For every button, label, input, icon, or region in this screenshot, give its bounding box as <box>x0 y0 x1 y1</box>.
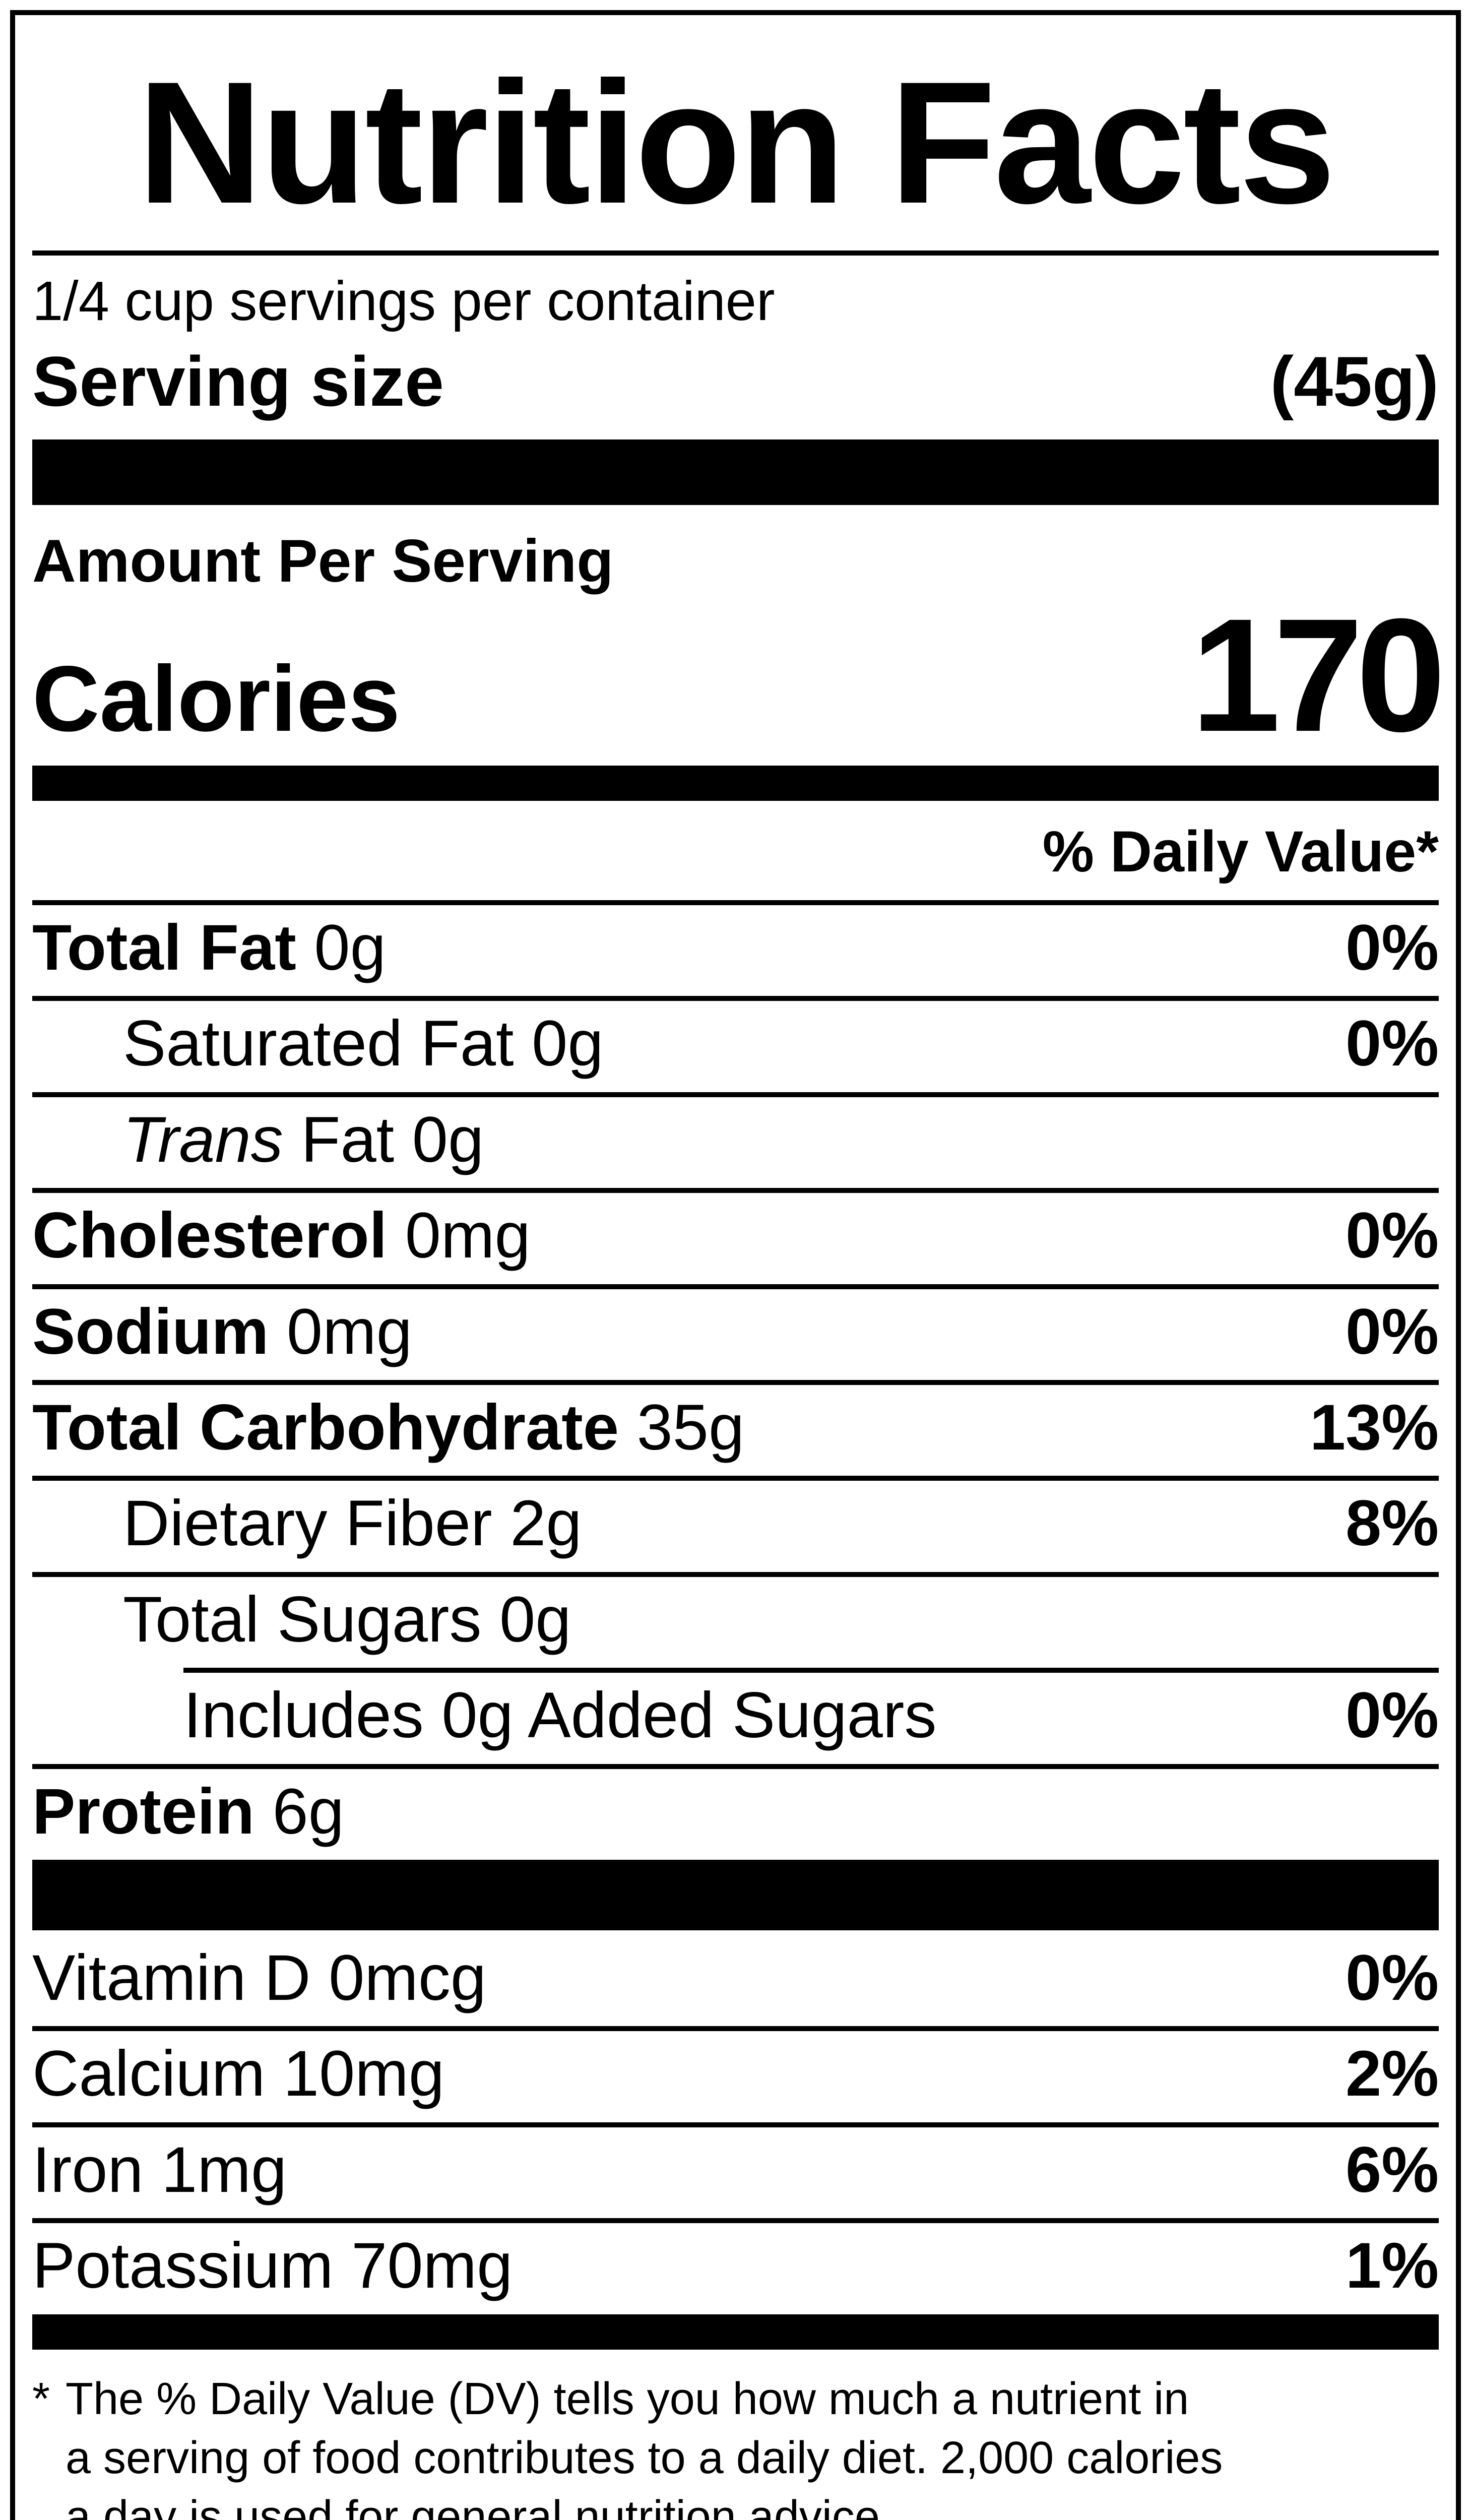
nutrient-name: Total Fat 0g <box>32 914 386 982</box>
nutrient-row-dietary-fiber-2g: Dietary Fiber 2g 8% <box>32 1476 1439 1571</box>
footnote-asterisk: * <box>32 2373 50 2424</box>
nutrient-daily-value: 6% <box>1346 2133 1439 2206</box>
nutrient-name-segment: 0g <box>296 912 386 984</box>
nutrient-row-saturated-fat-0g: Saturated Fat 0g 0% <box>32 996 1439 1092</box>
nutrient-rows: Total Fat 0g 0% Saturated Fat 0g 0% Trans Fa… <box>32 900 1439 1860</box>
nutrient-name: Total Sugars 0g <box>32 1586 571 1654</box>
nutrient-row-total-carbohydrate-35g: Total Carbohydrate 35g 13% <box>32 1380 1439 1476</box>
nutrient-name-segment: Saturated Fat 0g <box>123 1007 604 1080</box>
nutrient-name-segment: Total Carbohydrate <box>32 1392 619 1464</box>
nutrient-row-iron-1mg: Iron 1mg 6% <box>32 2122 1439 2218</box>
serving-size-label: Serving size <box>32 342 444 421</box>
nutrient-name-segment: Cholesterol <box>32 1200 388 1272</box>
nutrient-row-trans-fat-0g: Trans Fat 0g <box>32 1092 1439 1188</box>
footnote-line: The % Daily Value (DV) tells you how muc… <box>66 2373 1189 2424</box>
nutrient-name: Total Carbohydrate 35g <box>32 1394 744 1462</box>
nutrient-name-segment: Vitamin D 0mcg <box>32 1942 487 2014</box>
nutrient-name: Saturated Fat 0g <box>32 1010 604 1078</box>
serving-size-row: Serving size (45g) <box>32 341 1439 422</box>
footnote-line: a day is used for general nutrition advi… <box>66 2491 892 2520</box>
nutrient-row-includes-0g-added-sugars: Includes 0g Added Sugars 0% <box>32 1668 1439 1763</box>
nutrient-name-segment: Dietary Fiber 2g <box>123 1487 582 1560</box>
nutrient-name-segment: 0mg <box>387 1200 531 1272</box>
nutrient-daily-value: 8% <box>1346 1487 1439 1560</box>
nutrient-name-segment: Total Sugars 0g <box>123 1583 571 1656</box>
nutrient-name: Potassium 70mg <box>32 2232 513 2300</box>
nutrient-name-segment: Total Fat <box>32 912 296 984</box>
nutrient-name: Includes 0g Added Sugars <box>32 1682 936 1749</box>
nutrient-row-protein-6g: Protein 6g <box>32 1763 1439 1860</box>
thick-divider-bar <box>32 1860 1439 1930</box>
nutrient-daily-value: 1% <box>1346 2230 1439 2302</box>
daily-value-header: % Daily Value* <box>1042 820 1439 885</box>
nutrient-name-segment: Calcium 10mg <box>32 2038 445 2110</box>
title-divider <box>32 250 1439 256</box>
footnote-line: a serving of food contributes to a daily… <box>66 2432 1223 2483</box>
nutrient-name: Protein 6g <box>32 1778 344 1846</box>
nutrient-name: Calcium 10mg <box>32 2040 444 2108</box>
nutrient-row-cholesterol-0mg: Cholesterol 0mg 0% <box>32 1188 1439 1284</box>
footnote-text: The % Daily Value (DV) tells you how muc… <box>66 2370 1223 2520</box>
label-title: Nutrition Facts <box>137 46 1335 240</box>
nutrient-row-potassium-70mg: Potassium 70mg 1% <box>32 2218 1439 2314</box>
nutrient-name-segment: Fat 0g <box>283 1103 484 1176</box>
servings-per-container-text: 1/4 cup servings per container <box>32 270 775 333</box>
nutrient-name-segment: Potassium 70mg <box>32 2230 513 2302</box>
nutrient-name-segment: Iron 1mg <box>32 2133 287 2206</box>
nutrient-name: Sodium 0mg <box>32 1298 412 1366</box>
nutrient-row-vitamin-d-0mcg: Vitamin D 0mcg 0% <box>32 1930 1439 2026</box>
nutrient-name: Vitamin D 0mcg <box>32 1944 486 2012</box>
nutrient-name-segment: 6g <box>254 1775 344 1848</box>
nutrient-name: Dietary Fiber 2g <box>32 1490 582 1557</box>
medium-divider-bar <box>32 2314 1439 2350</box>
nutrient-daily-value: 0% <box>1346 1295 1439 1368</box>
nutrient-daily-value: 0% <box>1346 912 1439 984</box>
nutrient-name-segment: 0mg <box>269 1295 412 1368</box>
nutrition-facts-label: Nutrition Facts 1/4 cup servings per con… <box>10 10 1461 2520</box>
vitamin-rows: Vitamin D 0mcg 0% Calcium 10mg 2% Iron 1mg 6%… <box>32 1930 1439 2314</box>
calories-row: Calories 170 <box>32 585 1446 766</box>
serving-size-value: (45g) <box>1270 342 1439 421</box>
nutrient-name: Trans Fat 0g <box>32 1106 484 1174</box>
nutrient-name-segment: Sodium <box>32 1295 269 1368</box>
nutrient-daily-value: 13% <box>1309 1392 1439 1464</box>
nutrient-row-total-sugars-0g: Total Sugars 0g <box>32 1571 1439 1668</box>
amount-per-serving-label: Amount Per Serving <box>32 527 614 595</box>
nutrient-row-sodium-0mg: Sodium 0mg 0% <box>32 1284 1439 1380</box>
nutrient-daily-value: 0% <box>1346 1007 1439 1080</box>
nutrient-row-calcium-10mg: Calcium 10mg 2% <box>32 2026 1439 2122</box>
nutrient-daily-value: 0% <box>1346 1679 1439 1752</box>
nutrient-name: Cholesterol 0mg <box>32 1202 531 1270</box>
nutrient-name: Iron 1mg <box>32 2136 287 2204</box>
footnote: * The % Daily Value (DV) tells you how m… <box>32 2350 1439 2520</box>
medium-divider-bar <box>32 766 1439 801</box>
nutrient-name-segment: Protein <box>32 1775 254 1848</box>
nutrient-name-segment: Trans <box>123 1103 283 1176</box>
nutrient-daily-value: 2% <box>1346 2038 1439 2110</box>
nutrient-name-segment: 35g <box>619 1392 745 1464</box>
calories-label: Calories <box>32 647 401 751</box>
calories-value: 170 <box>1191 585 1446 766</box>
thick-divider-bar <box>32 439 1439 506</box>
nutrient-daily-value: 0% <box>1346 1942 1439 2014</box>
nutrient-daily-value: 0% <box>1346 1200 1439 1272</box>
nutrient-name-segment: Includes 0g Added Sugars <box>183 1679 937 1752</box>
nutrient-row-total-fat-0g: Total Fat 0g 0% <box>32 900 1439 996</box>
